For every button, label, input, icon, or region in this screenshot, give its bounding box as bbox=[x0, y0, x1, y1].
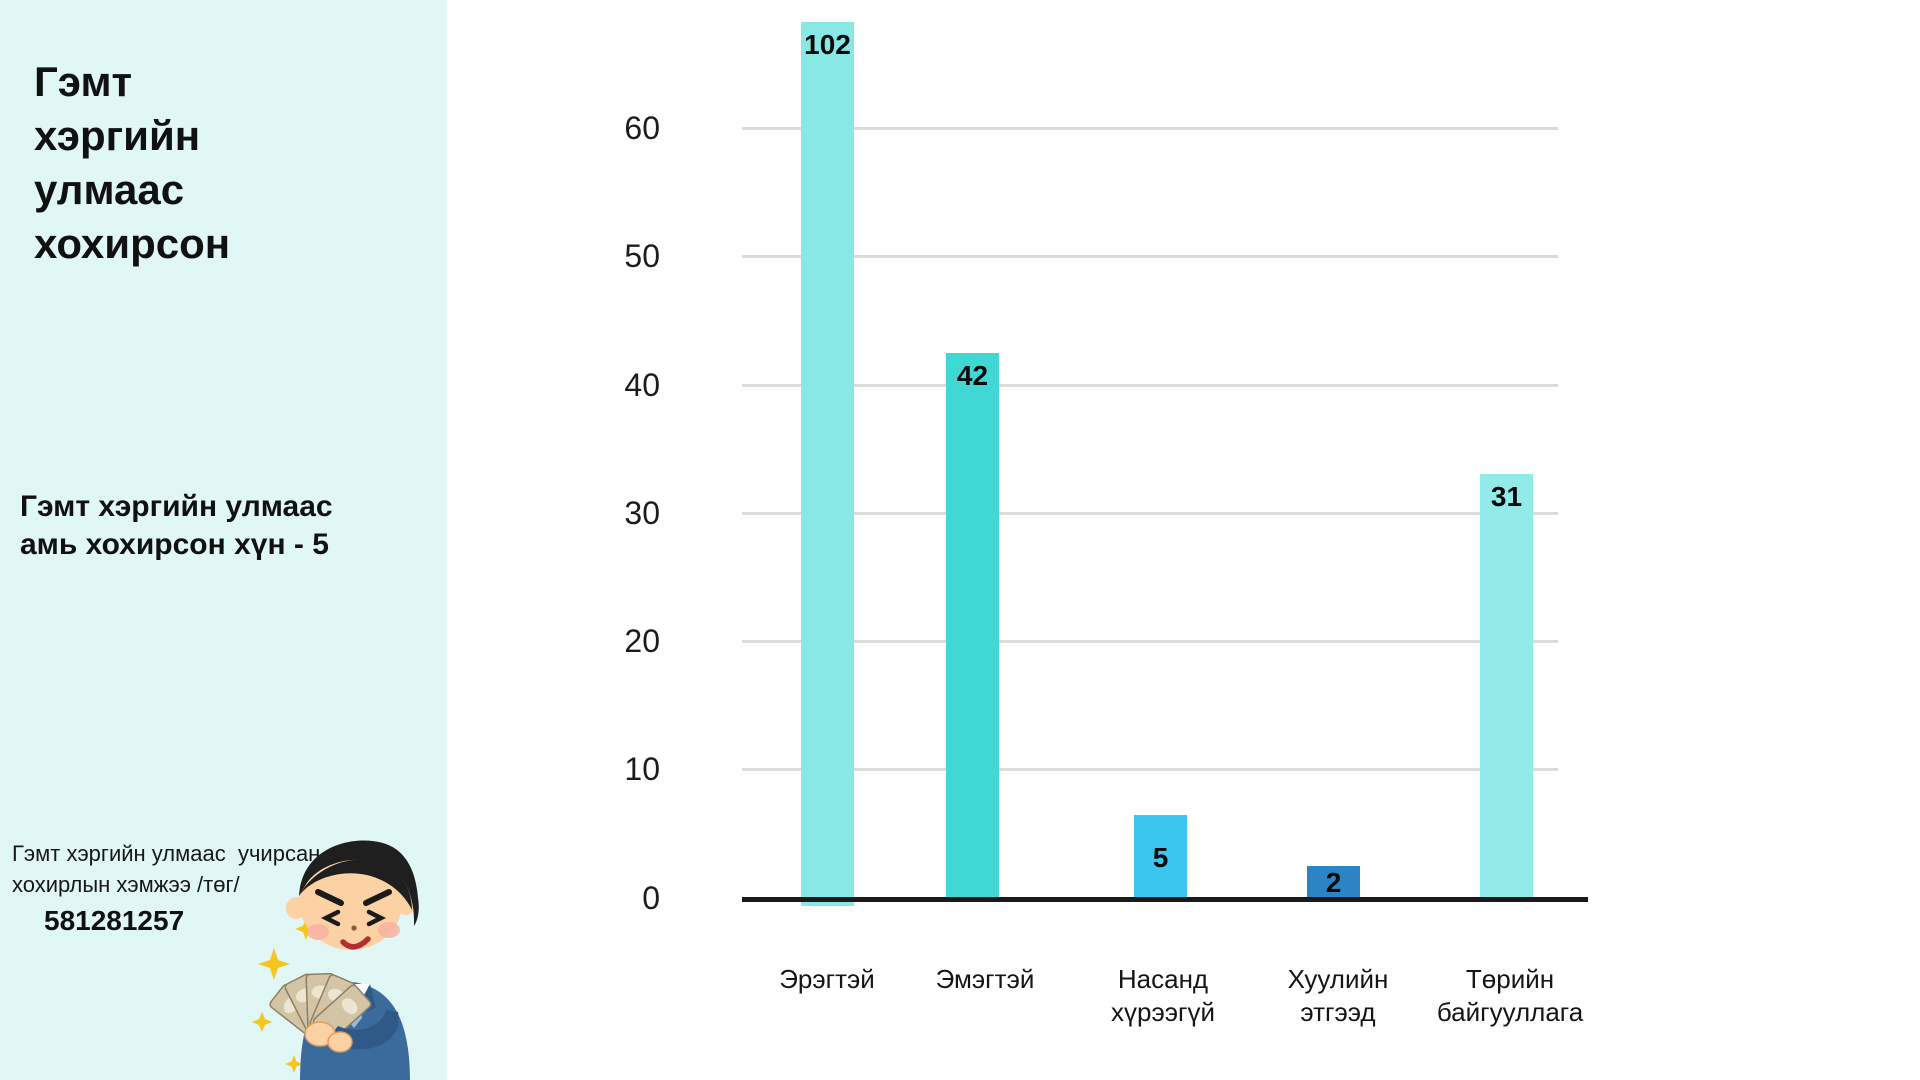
y-tick-10: 10 bbox=[624, 751, 660, 787]
x-label-toriin-baiguullaga: Төрийн байгууллага bbox=[1436, 964, 1584, 1027]
page-title: Гэмт хэргийн улмаас хохирсон bbox=[34, 58, 231, 267]
money-fan bbox=[269, 972, 399, 1053]
bar-emegtei: 42 bbox=[946, 353, 999, 900]
gridline-30 bbox=[742, 512, 1558, 515]
bar-value-label: 31 bbox=[1490, 481, 1523, 512]
gridline-60 bbox=[742, 127, 1558, 130]
y-tick-0: 0 bbox=[642, 880, 660, 916]
head bbox=[286, 840, 419, 950]
deaths-subtitle: Гэмт хэргийн улмаас амь хохирсон хүн - 5 bbox=[20, 490, 333, 561]
bar-nasand-khureegui: 5 bbox=[1134, 815, 1187, 900]
bar-ereegtei: 102 bbox=[801, 22, 854, 906]
bar-value-label: 42 bbox=[956, 360, 989, 391]
bar-value-label: 102 bbox=[804, 29, 851, 60]
y-tick-20: 20 bbox=[624, 623, 660, 659]
man-counting-money-illustration bbox=[252, 840, 419, 1080]
bar-value-label: 2 bbox=[1325, 867, 1342, 898]
y-tick-40: 40 bbox=[624, 367, 660, 403]
damage-note: Гэмт хэргийн улмаас учирсан хохирлын хэм… bbox=[12, 841, 321, 897]
x-axis-line bbox=[742, 897, 1588, 902]
gridline-40 bbox=[742, 384, 1558, 387]
x-label-khuuliin-etgeed: Хуулийн этгээд bbox=[1287, 964, 1389, 1027]
damage-amount: 581281257 bbox=[44, 905, 185, 936]
sparkle-icon bbox=[252, 918, 317, 1073]
x-label-emegtei: Эмэгтэй bbox=[935, 964, 1035, 994]
bar-khuuliin-etgeed: 2 bbox=[1307, 866, 1360, 900]
y-tick-50: 50 bbox=[624, 238, 660, 274]
gridline-50 bbox=[742, 255, 1558, 258]
bar-value-label: 5 bbox=[1152, 841, 1169, 873]
y-tick-30: 30 bbox=[624, 495, 660, 531]
gridline-20 bbox=[742, 640, 1558, 643]
x-label-nasand-khureegui: Насанд хүрээгүй bbox=[1111, 964, 1215, 1027]
y-tick-60: 60 bbox=[624, 110, 660, 146]
gridline-10 bbox=[742, 768, 1558, 771]
sidebar-panel: Гэмт хэргийн улмаас хохирсон Гэмт хэргий… bbox=[0, 0, 447, 1080]
x-label-ereegtei: Эрэгтэй bbox=[779, 964, 875, 994]
bar-toriin-baiguullaga: 31 bbox=[1480, 474, 1533, 900]
